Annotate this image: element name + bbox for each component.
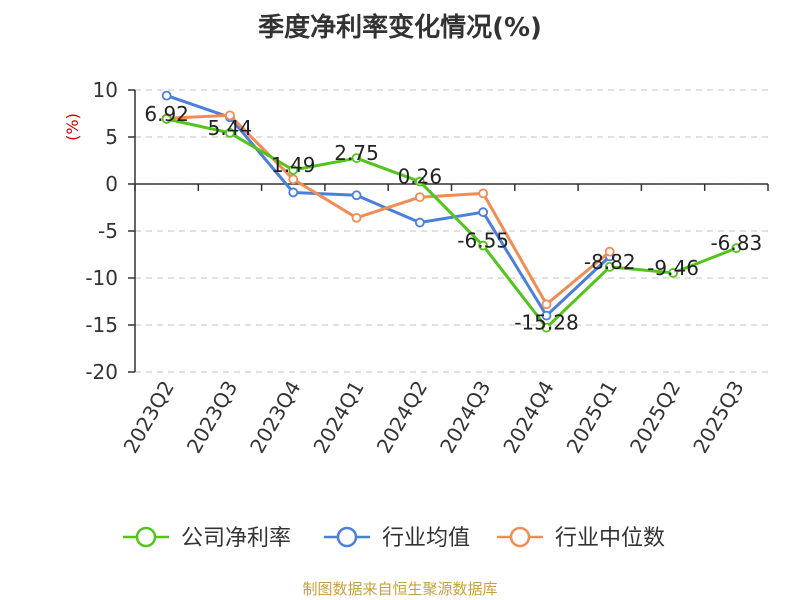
chart-title: 季度净利率变化情况(%) [258, 12, 542, 43]
legend: 公司净利率 行业均值 行业中位数 [123, 526, 665, 551]
y-tick-label: 0 [105, 172, 118, 196]
data-point [541, 322, 552, 333]
data-label: -8.82 [584, 250, 636, 274]
legend-label: 公司净利率 [181, 526, 291, 551]
data-label: -15.28 [514, 311, 578, 335]
data-point [414, 192, 425, 203]
data-point [225, 110, 235, 121]
x-tick-labels: 2023Q2 2023Q3 2023Q4 2024Q1 2024Q2 2024Q3 2024… [119, 377, 749, 458]
y-tick-label: 10 [93, 78, 118, 102]
x-tick-label: 2024Q2 [372, 377, 432, 458]
y-tick-label: 5 [105, 125, 118, 149]
series-line [166, 117, 737, 330]
x-tick-label: 2023Q4 [245, 377, 305, 458]
data-point [541, 310, 552, 321]
y-tick-label: -20 [85, 360, 118, 384]
y-tick-labels: 10 5 0 -5 -10 -15 -20 [85, 78, 118, 384]
data-label: 1.49 [271, 153, 316, 177]
legend-swatch-marker [509, 526, 531, 548]
data-label: -6.83 [710, 231, 762, 255]
data-point [288, 187, 299, 198]
series-lines [161, 90, 742, 333]
data-label: 0.26 [398, 165, 443, 189]
data-label: 2.75 [334, 141, 379, 165]
legend-label: 行业中位数 [555, 526, 665, 551]
legend-swatch-marker [135, 526, 157, 548]
x-tick-label: 2024Q3 [435, 377, 495, 458]
data-point [288, 174, 299, 185]
data-point [604, 246, 615, 257]
data-label: -6.55 [457, 229, 509, 253]
data-point [731, 243, 742, 254]
data-point [541, 299, 552, 310]
data-point [225, 127, 235, 138]
y-axis-label: (%) [63, 113, 82, 141]
data-point [161, 90, 172, 101]
source-note: 制图数据来自恒生聚源数据库 [302, 580, 497, 598]
x-tick-label: 2023Q2 [119, 377, 179, 458]
x-tick-label: 2025Q1 [562, 377, 622, 458]
data-point [414, 176, 425, 187]
data-point [161, 114, 172, 124]
data-point [478, 207, 489, 218]
data-point [604, 262, 615, 272]
x-tick-label: 2024Q4 [498, 377, 558, 458]
data-labels: 6.92 5.44 1.49 2.75 0.26 -6.55 -15.28 -8.82 -9.4… [144, 102, 762, 335]
data-label: -9.46 [647, 256, 699, 280]
data-label: 6.92 [144, 102, 189, 126]
x-tick-label: 2025Q2 [625, 377, 685, 458]
data-point [414, 217, 425, 228]
data-point [351, 212, 362, 223]
data-point [351, 190, 362, 201]
y-tick-label: -15 [85, 313, 118, 337]
x-tick-label: 2025Q3 [688, 377, 748, 458]
y-tick-label: -5 [98, 219, 118, 243]
y-tick-label: -10 [85, 266, 118, 290]
legend-label: 行业均值 [382, 526, 470, 551]
x-tick-label: 2024Q1 [308, 377, 368, 458]
data-point [351, 153, 362, 164]
data-point [288, 165, 299, 175]
series-line [166, 113, 611, 306]
data-point [668, 268, 678, 278]
data-point [478, 188, 489, 199]
axes [128, 89, 769, 373]
x-tick-label: 2023Q3 [182, 377, 242, 458]
legend-swatch-marker [336, 526, 358, 548]
data-label: 5.44 [208, 116, 253, 140]
data-point [478, 240, 489, 251]
